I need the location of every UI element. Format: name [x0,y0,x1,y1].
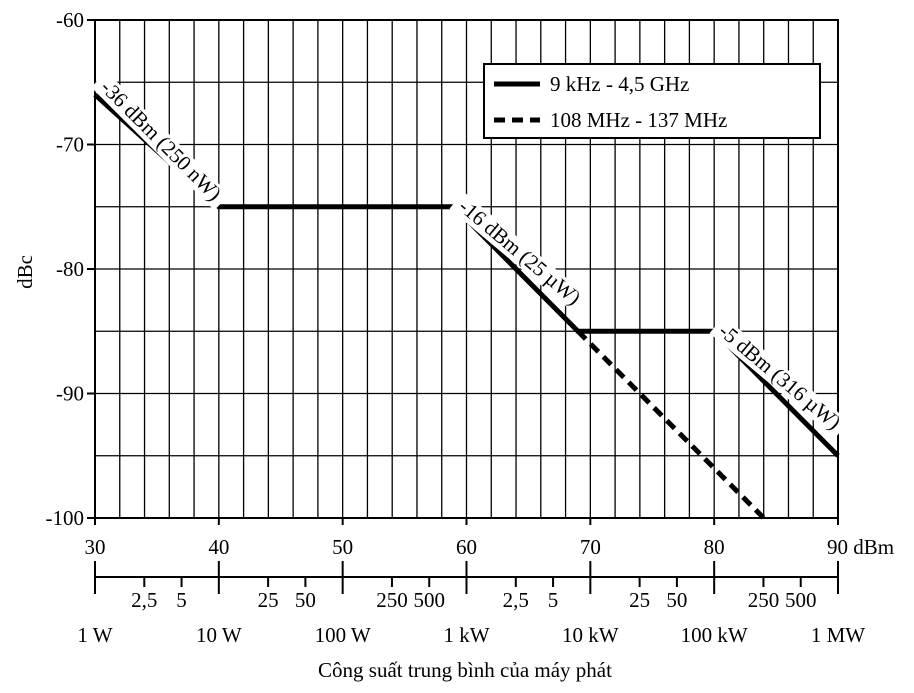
y-tick-label: -100 [46,506,85,530]
annotation-bg [709,316,849,439]
annotation-bg [449,191,589,314]
power-minor-label: 25 [258,588,279,612]
power-major-label: 10 W [196,623,242,647]
y-tick-label: -80 [56,257,84,281]
legend-box [483,63,821,139]
x-tick-label: 40 [208,535,229,559]
power-minor-label: 250 [376,588,408,612]
legend-label-series-1: 9 kHz - 4,5 GHz [550,72,689,96]
y-tick-label: -70 [56,133,84,157]
power-minor-label: 250 [748,588,780,612]
power-axis: 1 W 10 W 100 W 1 kW 10 kW 100 kW 1 MW 2,5 5 25 50 2… [77,561,865,647]
annotation-bg [91,71,230,211]
annotation-group: -16 dBm (25 µW) [449,191,589,314]
x-axis-ticks: 30 40 50 60 70 80 90 dBm [85,518,894,559]
x-tick-label: 90 dBm [827,535,894,559]
power-minor-label: 5 [548,588,559,612]
power-minor-label: 50 [666,588,687,612]
x-tick-label: 60 [456,535,477,559]
power-major-label: 100 kW [681,623,748,647]
annotation-label: -5 dBm (316 µW) [714,319,845,435]
x-tick-label: 50 [332,535,353,559]
legend-label-series-2: 108 MHz - 137 MHz [550,108,727,132]
x-tick-label: 30 [85,535,106,559]
y-tick-label: -90 [56,382,84,406]
y-axis-label: dBc [13,255,37,289]
x-axis-label: Công suất trung bình của máy phát [318,658,612,682]
power-major-label: 100 W [315,623,371,647]
annotation-label: -36 dBm (250 nW) [96,75,226,205]
x-tick-label: 80 [704,535,725,559]
power-major-label: 1 MW [811,623,865,647]
annotation-group: -36 dBm (250 nW) [91,71,230,211]
power-major-label: 10 kW [562,623,619,647]
power-minor-label: 500 [785,588,817,612]
legend: 9 kHz - 4,5 GHz 108 MHz - 137 MHz [483,63,821,139]
power-minor-label: 5 [176,588,187,612]
power-major-label: 1 W [77,623,112,647]
y-axis-ticks: -60 -70 -80 -90 -100 [46,8,95,530]
power-minor-label: 2,5 [503,588,529,612]
power-major-label: 1 kW [443,623,489,647]
power-minor-label: 2,5 [131,588,157,612]
power-minor-label: 500 [413,588,445,612]
power-minor-label: 25 [629,588,650,612]
series-line-2 [576,329,766,520]
x-tick-label: 70 [580,535,601,559]
y-tick-label: -60 [56,8,84,32]
annotation-group: -5 dBm (316 µW) [709,316,849,439]
power-minor-label: 50 [295,588,316,612]
